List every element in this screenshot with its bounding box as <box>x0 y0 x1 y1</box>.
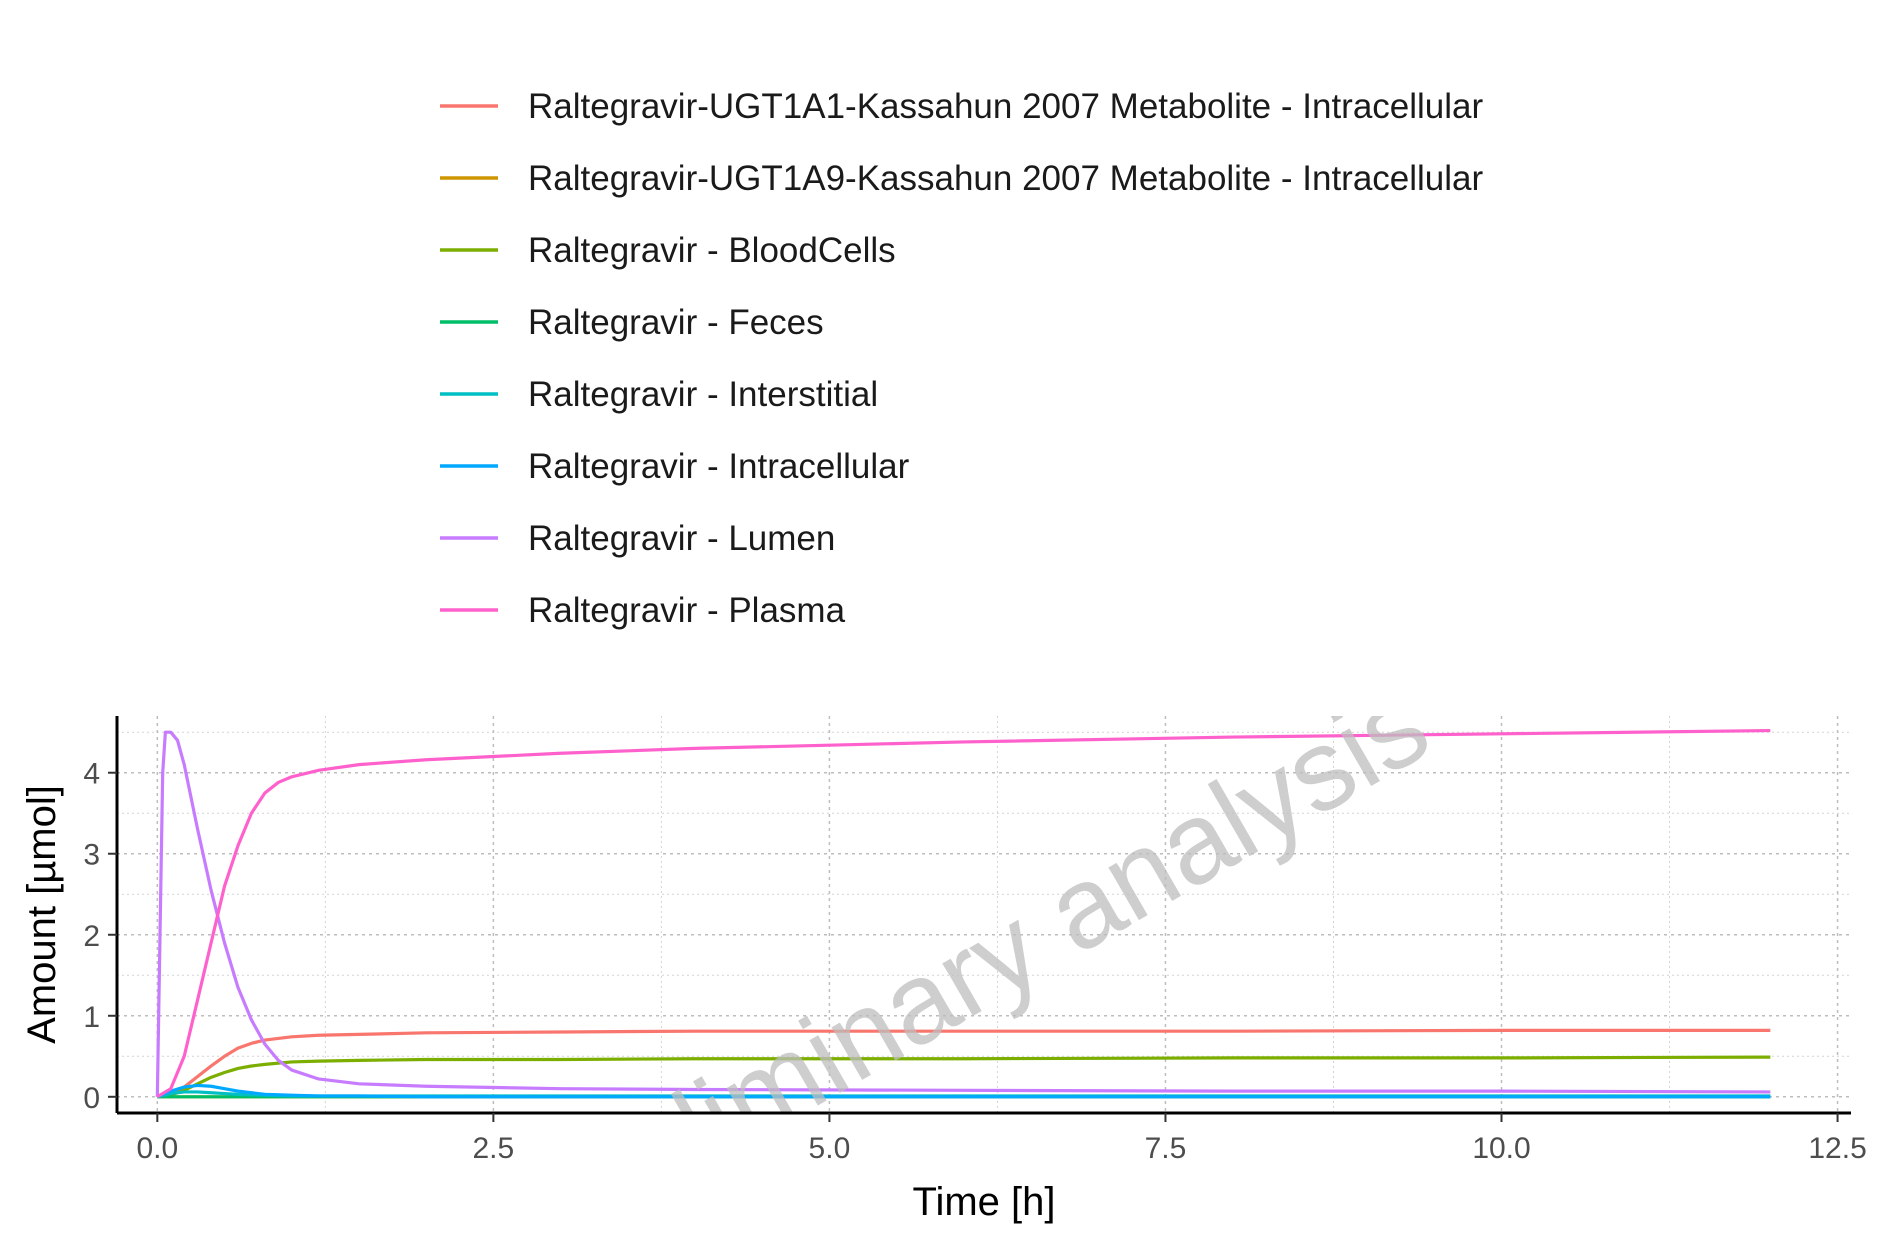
x-tick-label: 10.0 <box>1472 1132 1530 1165</box>
legend-label: Raltegravir - Intracellular <box>528 447 910 486</box>
y-tick-label: 0 <box>83 1082 100 1115</box>
y-tick-label: 3 <box>83 839 100 872</box>
legend-label: Raltegravir - Lumen <box>528 519 835 558</box>
series-lines <box>155 728 1771 1099</box>
plot-area: preliminary analysis <box>117 716 1851 1113</box>
legend-item: Raltegravir-UGT1A9-Kassahun 2007 Metabol… <box>440 159 1484 198</box>
legend-item: Raltegravir - Plasma <box>440 591 846 630</box>
legend-label: Raltegravir - Feces <box>528 303 824 342</box>
y-tick-label: 2 <box>83 920 100 953</box>
series-line-raltegravir-ugt1a1-kassahun-2007-metabolite-intracellular <box>157 1028 1771 1099</box>
y-axis-title: Amount [µmol] <box>20 785 64 1044</box>
x-axis-title: Time [h] <box>913 1180 1056 1224</box>
series-line-raltegravir-bloodcells <box>157 1055 1771 1099</box>
x-tick-label: 7.5 <box>1145 1132 1187 1165</box>
legend-item: Raltegravir - Intracellular <box>440 447 910 486</box>
legend-item: Raltegravir - Lumen <box>440 519 835 558</box>
legend-item: Raltegravir - Interstitial <box>440 375 878 414</box>
axes: 0.0 2.5 5.0 7.5 10.0 12.5 0 1 2 3 4 <box>83 716 1867 1165</box>
series-line-raltegravir-lumen <box>155 730 1771 1097</box>
x-tick-label: 0.0 <box>136 1132 178 1165</box>
legend-item: Raltegravir-UGT1A1-Kassahun 2007 Metabol… <box>440 87 1484 126</box>
legend-label: Raltegravir-UGT1A1-Kassahun 2007 Metabol… <box>528 87 1484 126</box>
x-tick-label: 12.5 <box>1808 1132 1866 1165</box>
y-tick-label: 1 <box>83 1001 100 1034</box>
legend-label: Raltegravir - Interstitial <box>528 375 878 414</box>
legend-item: Raltegravir - Feces <box>440 303 824 342</box>
plot-panel <box>117 716 1851 1113</box>
x-tick-label: 2.5 <box>473 1132 515 1165</box>
legend-label: Raltegravir-UGT1A9-Kassahun 2007 Metabol… <box>528 159 1484 198</box>
series-line-raltegravir-plasma <box>156 728 1771 1099</box>
y-tick-label: 4 <box>83 758 100 791</box>
legend-label: Raltegravir - BloodCells <box>528 231 896 270</box>
series-line-raltegravir-intracellular <box>156 1083 1771 1099</box>
x-tick-label: 5.0 <box>809 1132 851 1165</box>
legend: Raltegravir-UGT1A1-Kassahun 2007 Metabol… <box>440 87 1484 630</box>
legend-label: Raltegravir - Plasma <box>528 591 846 630</box>
legend-item: Raltegravir - BloodCells <box>440 231 896 270</box>
